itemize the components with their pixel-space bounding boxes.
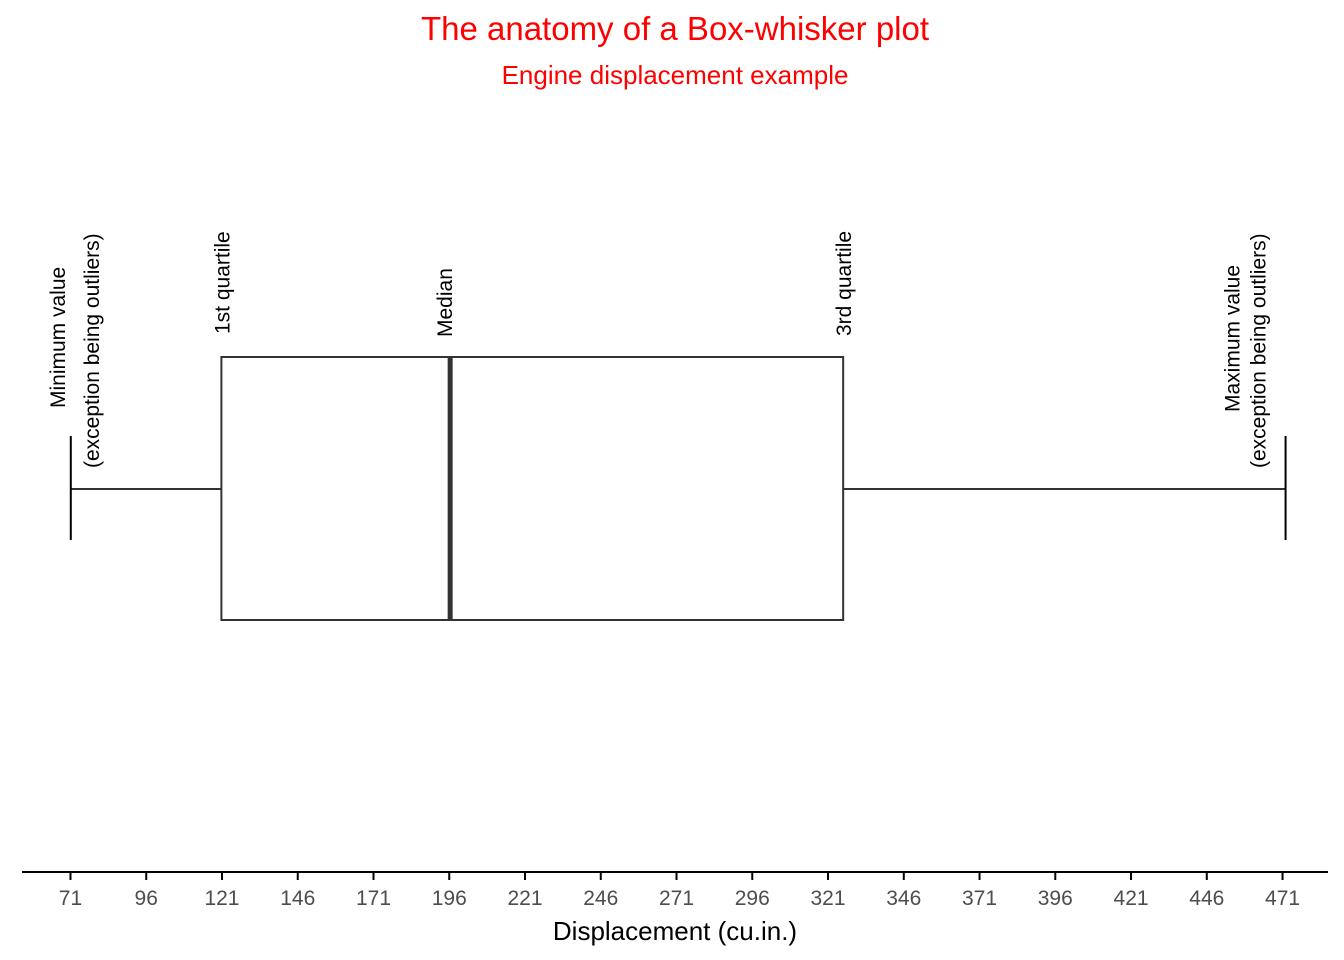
x-tick-label: 371 [962, 887, 997, 910]
q3-annotation: 3rd quartile [833, 231, 856, 336]
x-tick-label: 71 [59, 887, 82, 910]
x-tick-label: 171 [356, 887, 391, 910]
x-tick-label: 271 [659, 887, 694, 910]
x-tick-label: 446 [1189, 887, 1224, 910]
x-tick-label: 471 [1265, 887, 1300, 910]
x-tick-label: 296 [735, 887, 770, 910]
chart-subtitle: Engine displacement example [502, 60, 849, 90]
min-annotation-line2: (exception being outliers) [81, 233, 104, 468]
iqr-box [220, 356, 845, 621]
x-tick-label: 96 [135, 887, 158, 910]
x-tick-label: 321 [810, 887, 845, 910]
x-tick-label: 221 [507, 887, 542, 910]
chart-title: The anatomy of a Box-whisker plot [421, 10, 929, 47]
plot-area: Minimum value (exception being outliers)… [47, 231, 1287, 621]
x-tick-label: 421 [1114, 887, 1149, 910]
q1-annotation: 1st quartile [211, 231, 234, 334]
max-annotation-line2: (exception being outliers) [1248, 233, 1271, 468]
x-tick-label: 396 [1038, 887, 1073, 910]
x-tick-label: 146 [280, 887, 315, 910]
x-axis-title: Displacement (cu.in.) [553, 916, 797, 946]
x-tick-label: 346 [886, 887, 921, 910]
x-tick-label: 196 [432, 887, 467, 910]
min-annotation-line1: Minimum value [47, 267, 70, 408]
x-axis: 71 96 121 146 171 196 221 246 271 296 321 346 371 396… [22, 871, 1328, 910]
x-tick-label: 121 [204, 887, 239, 910]
max-annotation-line1: Maximum value [1222, 265, 1245, 412]
x-axis-ticks: 71 96 121 146 171 196 221 246 271 296 321 346 371 396… [59, 872, 1300, 910]
x-tick-label: 246 [583, 887, 618, 910]
median-annotation: Median [434, 268, 457, 337]
